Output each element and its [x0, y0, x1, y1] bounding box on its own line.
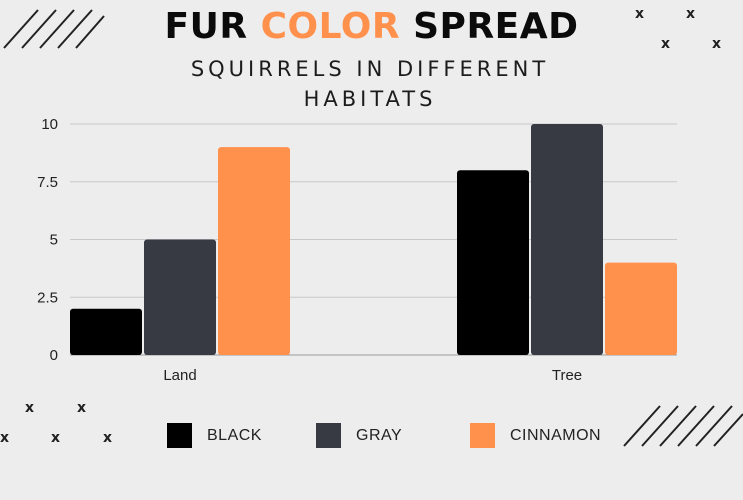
stripes-top-left-decoration	[3, 9, 105, 49]
legend-label-black: BLACK	[207, 426, 262, 444]
chart-subtitle: SQUIRRELS IN DIFFERENT HABITATS	[190, 57, 550, 111]
x-mark-decoration: x	[686, 6, 696, 22]
x-tick-label: Land	[163, 367, 196, 384]
legend-swatch-black	[167, 423, 192, 448]
x-mark-decoration: x	[712, 36, 722, 52]
y-tick-label: 5	[50, 232, 58, 249]
x-mark-decoration: x	[77, 400, 87, 416]
y-tick-label: 2.5	[37, 289, 58, 306]
title-accent-word: COLOR	[260, 6, 401, 47]
legend-label-cinnamon: CINNAMON	[510, 426, 602, 444]
x-mark-decoration: x	[0, 430, 10, 446]
bar-gray-land	[144, 239, 216, 355]
x-mark-decoration: x	[635, 6, 645, 22]
bar-black-land	[70, 308, 142, 355]
title-part-1: FUR	[164, 6, 261, 47]
bar-cinnamon-tree	[605, 262, 677, 355]
bars-group	[70, 124, 677, 355]
y-tick-label: 10	[41, 116, 58, 133]
legend-item-cinnamon: CINNAMON	[470, 423, 601, 448]
legend-swatch-cinnamon	[470, 423, 495, 448]
y-tick-label: 0	[50, 347, 58, 364]
x-mark-decoration: x	[25, 400, 35, 416]
x-tick-label: Tree	[552, 367, 582, 384]
legend-item-black: BLACK	[167, 423, 262, 448]
y-tick-labels: 0 2.5 5 7.5 10	[37, 116, 58, 364]
x-mark-decoration: x	[103, 430, 113, 446]
legend-item-gray: GRAY	[316, 423, 402, 448]
bar-gray-tree	[531, 124, 603, 355]
x-mark-decoration: x	[51, 430, 61, 446]
chart-title: FUR COLOR SPREAD	[0, 6, 743, 47]
bar-cinnamon-land	[218, 147, 290, 355]
title-part-3: SPREAD	[400, 6, 579, 47]
x-tick-labels: Land Tree	[163, 367, 582, 384]
legend-swatch-gray	[316, 423, 341, 448]
legend-label-gray: GRAY	[356, 426, 403, 444]
y-tick-label: 7.5	[37, 174, 58, 191]
bar-black-tree	[457, 170, 529, 355]
stripes-bottom-right-decoration	[623, 405, 743, 447]
x-mark-decoration: x	[661, 36, 671, 52]
